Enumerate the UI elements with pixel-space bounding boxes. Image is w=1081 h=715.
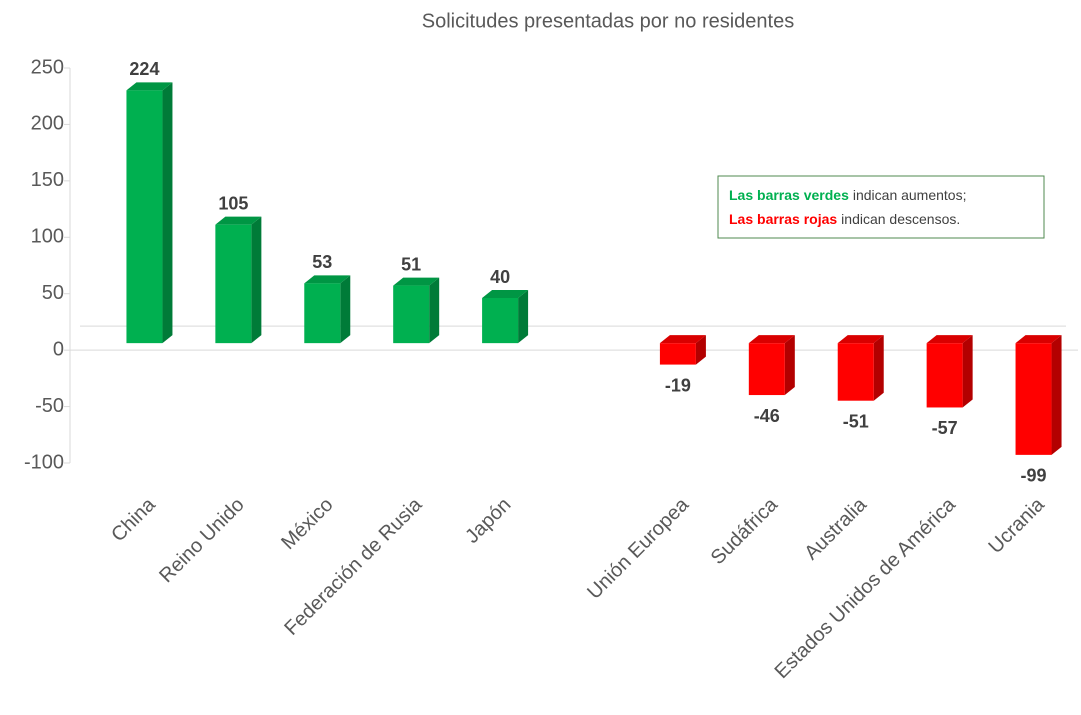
bar (215, 224, 252, 344)
bar-top (393, 277, 440, 286)
annotation-line: Las barras rojas indican descensos. (729, 211, 960, 227)
y-tick-label: 200 (31, 113, 64, 135)
bar-side (518, 290, 529, 344)
annotation-box (717, 175, 1045, 239)
y-tick-label: 100 (31, 226, 64, 248)
value-label: -19 (665, 375, 691, 395)
x-tick-label: Japón (461, 494, 515, 548)
bar (748, 343, 785, 396)
value-label: 51 (401, 254, 421, 274)
bar-top (926, 335, 973, 344)
annotation-text: Las barras verdes (729, 187, 849, 203)
chart-title: Solicitudes presentadas por no residente… (422, 10, 794, 32)
bar-top (482, 290, 529, 298)
bar-side (340, 275, 351, 344)
bar (837, 343, 874, 401)
bar-side (784, 335, 795, 396)
bar (1015, 343, 1052, 455)
x-tick-label: China (107, 493, 160, 546)
bar (482, 298, 519, 344)
bar-side (162, 82, 173, 344)
x-tick-label: Sudáfrica (707, 493, 783, 569)
bar-side (962, 335, 973, 408)
bar (304, 283, 341, 344)
bar-side (695, 335, 706, 365)
value-label: 224 (129, 59, 159, 79)
x-tick-label: Estados Unidos de América (771, 493, 961, 683)
value-label: -46 (754, 406, 780, 426)
bar (393, 285, 430, 344)
y-tick-label: 50 (42, 282, 64, 304)
bar-side (251, 216, 262, 344)
annotation-text: indican descensos. (841, 211, 960, 227)
bar (659, 343, 696, 365)
y-tick-label: 250 (31, 56, 64, 78)
bar (126, 90, 163, 344)
bar-top (215, 216, 262, 225)
bar-top (659, 335, 706, 344)
annotation-line: Las barras verdes indican aumentos; (729, 187, 967, 203)
x-tick-label: Reino Unido (155, 494, 248, 587)
bar-top (1015, 335, 1062, 344)
bar-side (429, 277, 440, 344)
bar-top (837, 335, 884, 344)
bar-top (126, 82, 173, 91)
y-tick-label: 150 (31, 169, 64, 191)
bar-side (873, 335, 884, 401)
x-tick-label: Ucrania (985, 493, 1050, 558)
x-tick-label: México (277, 494, 337, 554)
value-label: -51 (843, 411, 869, 431)
x-tick-label: Unión Europea (583, 493, 694, 604)
annotation-text: indican aumentos; (853, 187, 967, 203)
value-label: 105 (218, 193, 248, 213)
y-tick-label: 0 (53, 338, 64, 360)
bar-side (1051, 335, 1062, 455)
value-label: 40 (490, 267, 510, 287)
y-tick-label: -50 (35, 395, 64, 417)
bar (926, 343, 963, 408)
annotation-text: Las barras rojas (729, 211, 837, 227)
value-label: -57 (932, 418, 958, 438)
bar-top (748, 335, 795, 344)
x-tick-label: Australia (800, 493, 871, 564)
value-label: -99 (1021, 466, 1047, 486)
bar-top (304, 275, 351, 284)
y-tick-label: -100 (24, 451, 64, 473)
value-label: 53 (312, 252, 332, 272)
